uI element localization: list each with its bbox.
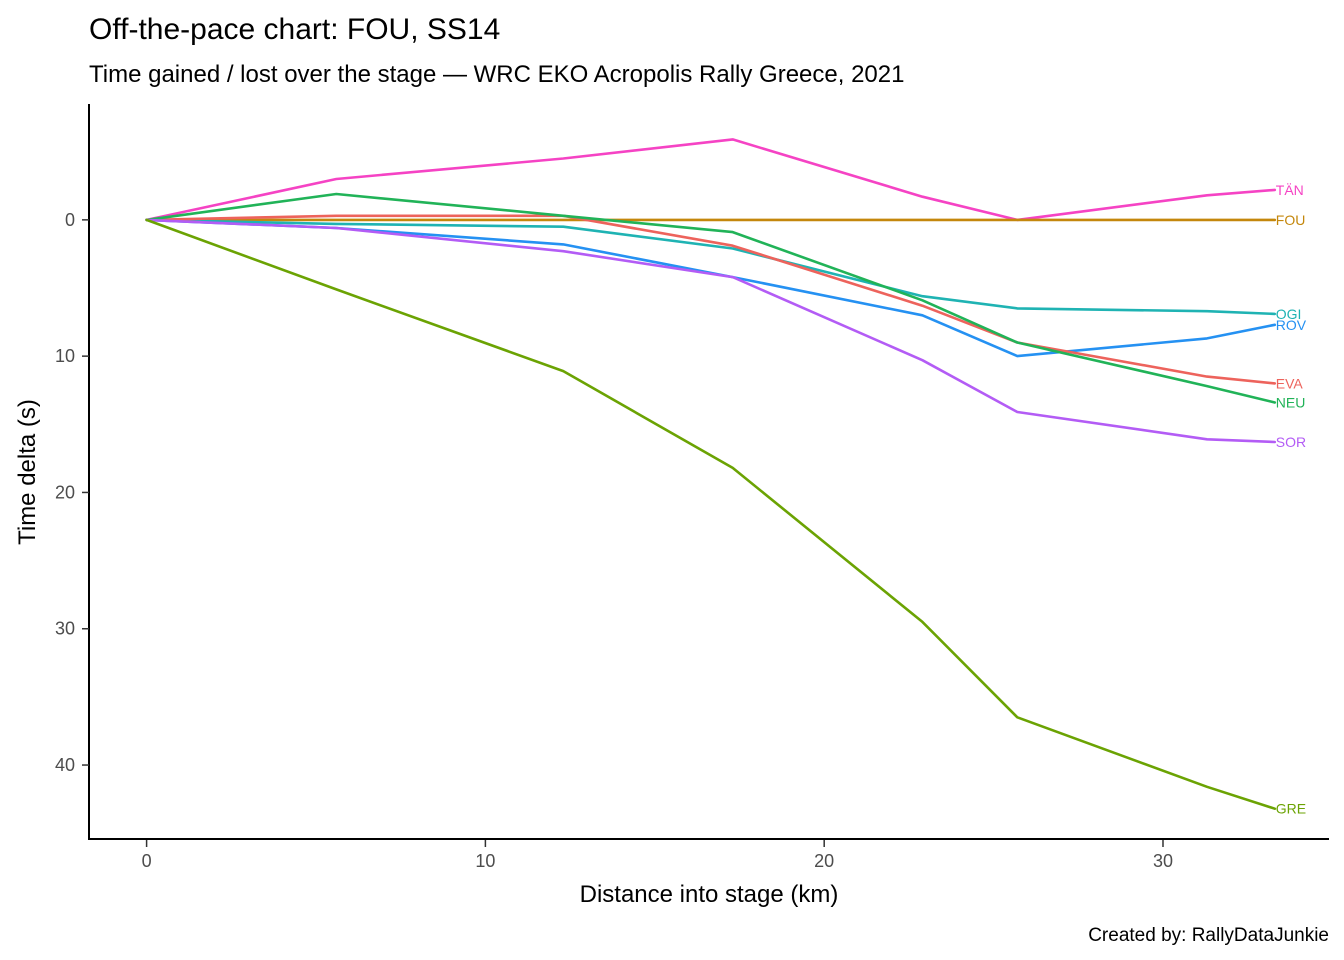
series-line-sor [145, 218, 1277, 444]
series-line-eva [145, 214, 1277, 385]
x-axis-ticks: 0 10 20 30 [142, 840, 1173, 871]
series-label-fou: FOU [1276, 212, 1306, 228]
series-line-tän [145, 138, 1277, 222]
series-lines [145, 138, 1277, 811]
y-tick-label: 40 [55, 755, 75, 775]
series-label-tän: TÄN [1276, 182, 1304, 198]
series-line-rov [145, 218, 1277, 358]
x-tick-label: 30 [1153, 851, 1173, 871]
series-label-ogi: OGI [1276, 306, 1302, 322]
y-axis-ticks: 0 10 20 30 40 [55, 210, 89, 775]
series-line-neu [145, 192, 1277, 404]
chart-subtitle: Time gained / lost over the stage — WRC … [89, 61, 904, 88]
series-line-gre [145, 218, 1277, 811]
x-tick-label: 10 [475, 851, 495, 871]
y-axis-title: Time delta (s) [14, 399, 41, 545]
series-label-rov: ROV [1276, 317, 1307, 333]
series-label-neu: NEU [1276, 394, 1306, 410]
series-label-eva: EVA [1276, 375, 1304, 391]
chart-title: Off-the-pace chart: FOU, SS14 [89, 13, 500, 46]
x-tick-label: 20 [814, 851, 834, 871]
y-tick-label: 20 [55, 482, 75, 502]
series-label-gre: GRE [1276, 801, 1306, 817]
caption: Created by: RallyDataJunkie [1088, 925, 1329, 946]
series-line-ogi [145, 218, 1277, 316]
x-axis-title: Distance into stage (km) [580, 881, 839, 908]
y-tick-label: 10 [55, 346, 75, 366]
y-tick-label: 30 [55, 619, 75, 639]
y-tick-label: 0 [65, 210, 75, 230]
x-tick-label: 0 [142, 851, 152, 871]
series-label-sor: SOR [1276, 434, 1306, 450]
